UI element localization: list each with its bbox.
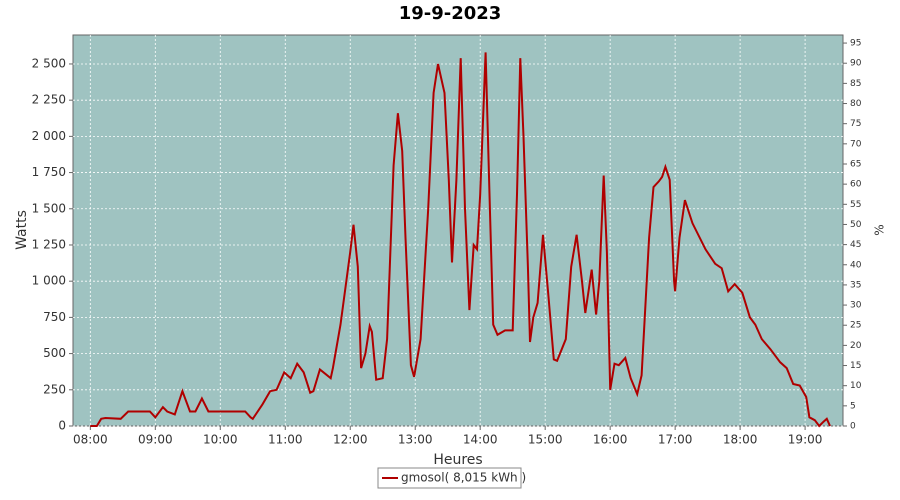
y2-tick-label: 80 — [850, 99, 862, 109]
y2-tick-label: 50 — [850, 220, 862, 230]
y-tick-label: 2 250 — [32, 93, 66, 107]
y-tick-label: 1 750 — [32, 165, 66, 179]
y-tick-label: 750 — [43, 310, 66, 324]
x-tick-label: 08:00 — [73, 433, 108, 447]
y2-tick-label: 25 — [850, 321, 861, 331]
x-tick-label: 11:00 — [268, 433, 303, 447]
x-tick-label: 10:00 — [203, 433, 238, 447]
y2-tick-label: 55 — [850, 200, 861, 210]
y2-tick-label: 90 — [850, 59, 862, 69]
x-tick-label: 17:00 — [658, 433, 693, 447]
legend-label: gmosol( 8,015 kWh ) — [401, 471, 526, 485]
x-tick-label: 13:00 — [398, 433, 433, 447]
y2-tick-label: 75 — [850, 119, 861, 129]
y2-tick-label: 70 — [850, 139, 862, 149]
y2-tick-label: 65 — [850, 159, 861, 169]
y2-tick-label: 45 — [850, 240, 861, 250]
x-tick-label: 12:00 — [333, 433, 368, 447]
y2-tick-label: 30 — [850, 301, 862, 311]
y-tick-label: 2 000 — [32, 129, 66, 143]
x-tick-label: 19:00 — [788, 433, 823, 447]
y2-tick-label: 15 — [850, 361, 861, 371]
x-tick-label: 14:00 — [463, 433, 498, 447]
y-tick-label: 2 500 — [32, 56, 66, 70]
y2-tick-label: 35 — [850, 280, 861, 290]
y2-tick-label: 95 — [850, 39, 861, 49]
x-tick-label: 16:00 — [593, 433, 628, 447]
y-tick-label: 250 — [43, 382, 66, 396]
y2-tick-label: 40 — [850, 260, 862, 270]
y2-tick-label: 60 — [850, 180, 862, 190]
y-tick-label: 1 000 — [32, 274, 66, 288]
y2-axis-label: % — [873, 224, 887, 235]
y2-tick-label: 10 — [850, 381, 862, 391]
legend-box — [377, 467, 522, 489]
y-axis-label: Watts — [14, 210, 30, 250]
y2-tick-label: 85 — [850, 79, 861, 89]
x-axis-label: Heures — [433, 452, 482, 468]
x-tick-label: 15:00 — [528, 433, 563, 447]
y2-tick-label: 5 — [850, 401, 856, 411]
plot-area — [72, 34, 844, 427]
chart-title: 19-9-2023 — [399, 3, 502, 24]
line — [90, 52, 831, 428]
x-tick-label: 09:00 — [138, 433, 173, 447]
y2-tick-label: 20 — [850, 341, 862, 351]
x-tick-label: 18:00 — [723, 433, 758, 447]
y-tick-label: 0 — [58, 419, 66, 433]
y-tick-label: 1 500 — [32, 201, 66, 215]
y-tick-label: 1 250 — [32, 237, 66, 251]
y2-tick-label: 0 — [850, 422, 856, 432]
y-tick-label: 500 — [43, 346, 66, 360]
